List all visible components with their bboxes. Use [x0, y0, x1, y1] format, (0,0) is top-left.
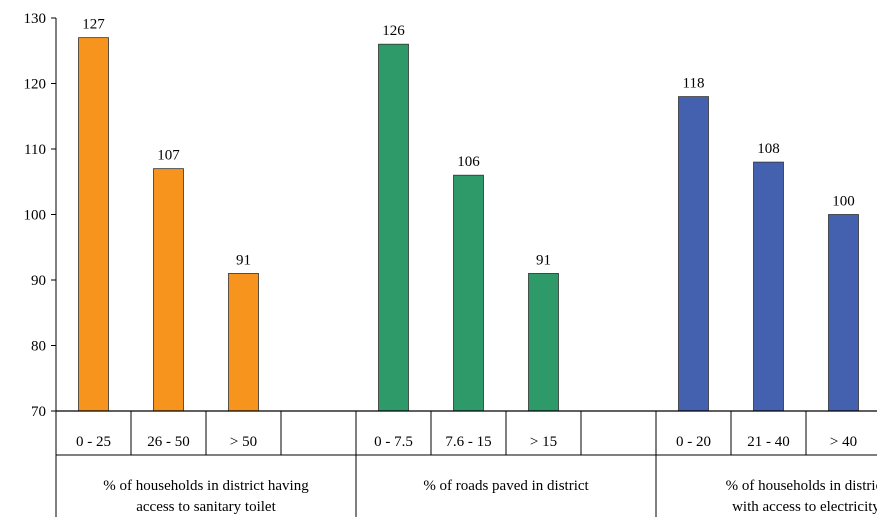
- bar-value-label: 107: [157, 148, 180, 164]
- category-label: > 15: [530, 434, 557, 450]
- bar: [678, 96, 709, 412]
- bar: [228, 273, 259, 412]
- bar: [828, 214, 859, 412]
- y-tick-label: 100: [24, 208, 47, 224]
- bar-value-label: 118: [683, 76, 705, 92]
- bar-value-label: 91: [536, 252, 551, 268]
- bar-value-label: 91: [236, 252, 251, 268]
- category-label: > 50: [230, 434, 257, 450]
- category-label: 7.6 - 15: [445, 434, 491, 450]
- category-table: 0 - 25 26 - 50 > 50 % of households in dist…: [55, 410, 877, 517]
- group-label: access to sanitary toilet: [136, 499, 276, 515]
- y-axis: 70 80 90 100 110 120 130: [24, 11, 57, 420]
- category-label: > 40: [830, 434, 857, 450]
- bar: [453, 174, 484, 412]
- group-label: with access to electricity: [732, 499, 877, 515]
- bar: [753, 161, 784, 412]
- bar-value-label: 127: [82, 17, 105, 33]
- y-tick-label: 110: [24, 142, 46, 158]
- group-label: % of households in district having: [103, 478, 309, 494]
- y-tick-label: 80: [31, 339, 46, 355]
- y-tick-label: 90: [31, 273, 46, 289]
- bars: 127 107 91 126 106 91 118 108 100: [78, 17, 859, 412]
- bar-value-label: 100: [832, 194, 855, 210]
- bar: [378, 43, 409, 412]
- bar-value-label: 108: [757, 141, 780, 157]
- category-label: 0 - 20: [676, 434, 711, 450]
- group-label: % of roads paved in district: [423, 478, 589, 494]
- bar-value-label: 126: [382, 23, 405, 39]
- category-label: 0 - 25: [76, 434, 111, 450]
- bar: [528, 273, 559, 412]
- category-label: 21 - 40: [747, 434, 790, 450]
- y-tick-label: 120: [24, 77, 47, 93]
- category-label: 26 - 50: [147, 434, 190, 450]
- bar: [78, 37, 109, 412]
- y-tick-label: 130: [24, 11, 47, 27]
- y-tick-label: 70: [31, 404, 46, 420]
- group-label: % of households in district: [726, 478, 877, 494]
- category-label: 0 - 7.5: [374, 434, 413, 450]
- bar-value-label: 106: [457, 154, 480, 170]
- bar: [153, 168, 184, 412]
